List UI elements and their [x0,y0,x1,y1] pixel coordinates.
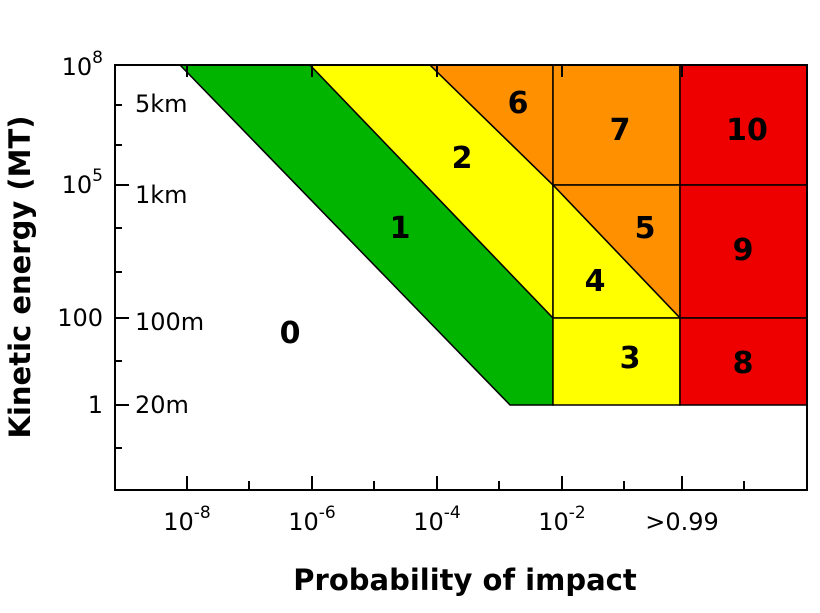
x-axis-title: Probability of impact [293,563,637,597]
region-10-label: 10 [726,113,768,148]
x-tick-gt099: >0.99 [645,508,719,536]
x-axis-minor-ticks [248,481,745,490]
x-tick-1e-4-base: 10 [413,508,444,536]
y-tick-1e8-exp: 8 [92,48,103,68]
x-axis-major-ticks [186,476,683,490]
x-tick-1e-8: 10-8 [163,503,211,536]
region-5-label: 5 [635,211,656,246]
x-tick-1e-8-exp: -8 [194,503,211,523]
y-axis-major-ticks [115,64,129,406]
size-label-5km: 5km [135,90,188,118]
region-9-label: 9 [733,233,754,268]
region-7-label: 7 [610,113,631,148]
x-tick-1e-2: 10-2 [538,503,586,536]
region-2-label: 2 [452,141,473,176]
size-label-1km: 1km [135,181,188,209]
x-tick-1e-4: 10-4 [413,503,461,536]
x-tick-1e-4-exp: -4 [444,503,461,523]
y-tick-1e5-base: 10 [62,171,93,199]
x-tick-1e-6-exp: -6 [319,503,336,523]
y-tick-1e5: 105 [62,166,103,199]
y-axis-title: Kinetic energy (MT) [3,115,37,438]
x-tick-1e-8-base: 10 [163,508,194,536]
y-tick-1: 1 [88,391,103,419]
region-8-label: 8 [733,346,754,381]
x-tick-1e-6: 10-6 [288,503,336,536]
x-tick-1e-2-exp: -2 [569,503,586,523]
region-3-area [552,317,681,406]
x-tick-1e-2-base: 10 [538,508,569,536]
plot-frame [114,64,808,491]
size-label-100m: 100m [135,308,204,336]
x-axis-top-ticks [186,65,683,77]
size-label-20m: 20m [135,391,189,419]
region-0-label: 0 [280,316,301,351]
region-4-label: 4 [585,264,606,299]
y-tick-1e8: 108 [62,48,103,81]
region-1-label: 1 [390,211,411,246]
region-6-label: 6 [508,86,529,121]
y-tick-1e8-base: 10 [62,53,93,81]
y-tick-1e5-exp: 5 [92,166,103,186]
y-axis-minor-ticks [115,104,122,449]
region-3-label: 3 [620,341,641,376]
y-tick-100: 100 [57,304,103,332]
x-tick-1e-6-base: 10 [288,508,319,536]
